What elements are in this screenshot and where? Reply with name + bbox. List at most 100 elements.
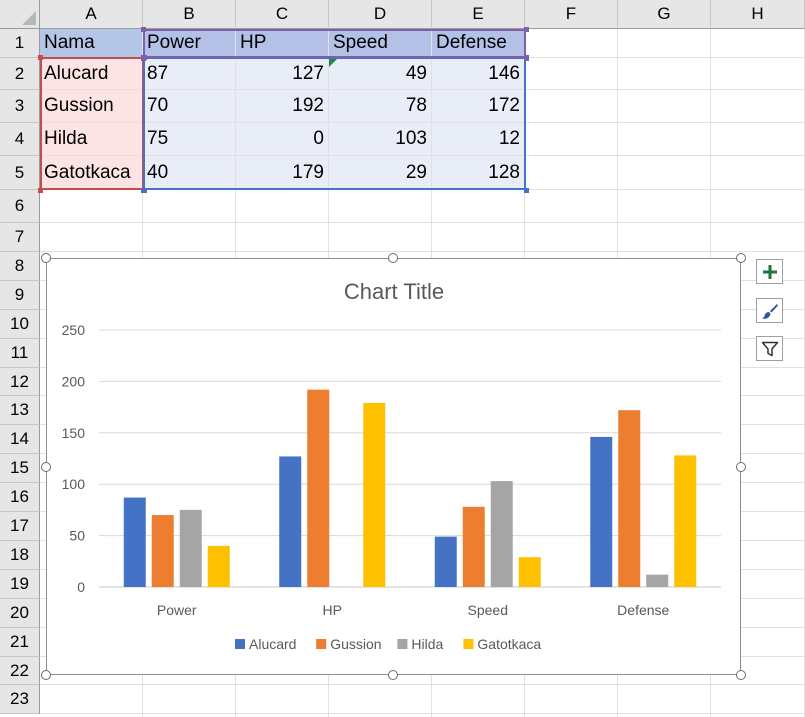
row-header-20[interactable]: 20: [0, 599, 40, 628]
row-header-2[interactable]: 2: [0, 58, 40, 90]
header-cell-nama[interactable]: Nama: [40, 29, 142, 57]
row-header-5[interactable]: 5: [0, 156, 40, 190]
column-header-d[interactable]: D: [329, 0, 432, 29]
chart-resize-handle[interactable]: [41, 670, 51, 680]
bar-gatotkaca-power: [207, 545, 230, 587]
legend-swatch: [463, 639, 474, 649]
range-handle[interactable]: [141, 27, 146, 32]
row-header-1[interactable]: 1: [0, 29, 40, 58]
column-header-c[interactable]: C: [236, 0, 329, 29]
bar-hilda-speed: [490, 481, 513, 587]
row-header-15[interactable]: 15: [0, 454, 40, 483]
row-header-12[interactable]: 12: [0, 368, 40, 396]
row-header-4[interactable]: 4: [0, 123, 40, 156]
row-header-3[interactable]: 3: [0, 90, 40, 123]
row-header-11[interactable]: 11: [0, 339, 40, 368]
chart-resize-handle[interactable]: [41, 462, 51, 472]
chart-area[interactable]: Chart Title 0 50 100 150 200 250 Power HP Speed De…: [46, 258, 741, 675]
y-tick-label: 50: [69, 528, 85, 544]
row-gridline: [40, 155, 805, 156]
header-cell-speed[interactable]: Speed: [329, 29, 431, 57]
row-header-22[interactable]: 22: [0, 657, 40, 685]
value-cell[interactable]: 75: [143, 123, 235, 155]
row-header-7[interactable]: 7: [0, 223, 40, 252]
select-all-corner[interactable]: [0, 0, 40, 29]
legend-label: Alucard: [249, 636, 296, 652]
chart-resize-handle[interactable]: [736, 462, 746, 472]
value-cell[interactable]: 29: [329, 156, 431, 189]
row-header-14[interactable]: 14: [0, 425, 40, 454]
column-header-f[interactable]: F: [525, 0, 618, 29]
name-cell[interactable]: Alucard: [40, 58, 142, 89]
header-cell-hp[interactable]: HP: [236, 29, 328, 57]
column-header-h[interactable]: H: [711, 0, 805, 29]
row-header-8[interactable]: 8: [0, 252, 40, 281]
name-cell[interactable]: Gussion: [40, 90, 142, 122]
row-gridline: [40, 222, 805, 223]
value-cell[interactable]: 179: [236, 156, 328, 189]
column-header-b[interactable]: B: [143, 0, 236, 29]
value-cell[interactable]: 128: [432, 156, 524, 189]
name-cell[interactable]: Hilda: [40, 123, 142, 155]
x-category-label: HP: [323, 602, 342, 618]
row-header-18[interactable]: 18: [0, 541, 40, 570]
row-header-23[interactable]: 23: [0, 685, 40, 714]
range-handle[interactable]: [38, 188, 43, 193]
brush-icon: [761, 303, 778, 319]
range-handle[interactable]: [141, 56, 146, 61]
value-cell[interactable]: 172: [432, 90, 524, 122]
row-gridline: [40, 122, 805, 123]
column-header-a[interactable]: A: [40, 0, 143, 29]
bar-alucard-defense: [590, 436, 613, 587]
value-cell[interactable]: 49: [329, 58, 431, 89]
legend-label: Hilda: [411, 636, 443, 652]
bar-hilda-power: [179, 509, 202, 587]
legend-swatch: [316, 639, 327, 649]
bar-gussion-defense: [618, 410, 641, 587]
row-header-19[interactable]: 19: [0, 570, 40, 599]
value-cell[interactable]: 87: [143, 58, 235, 89]
row-header-21[interactable]: 21: [0, 628, 40, 657]
value-cell[interactable]: 0: [236, 123, 328, 155]
name-cell[interactable]: Gatotkaca: [40, 156, 142, 189]
chart-styles-button[interactable]: [756, 298, 783, 323]
value-cell[interactable]: 40: [143, 156, 235, 189]
value-cell[interactable]: 78: [329, 90, 431, 122]
column-header-e[interactable]: E: [432, 0, 525, 29]
value-cell[interactable]: 192: [236, 90, 328, 122]
row-header-10[interactable]: 10: [0, 310, 40, 339]
row-header-16[interactable]: 16: [0, 483, 40, 512]
value-cell[interactable]: 70: [143, 90, 235, 122]
bar-gatotkaca-hp: [363, 402, 386, 587]
chart-filters-button[interactable]: [756, 336, 783, 361]
header-cell-defense[interactable]: Defense: [432, 29, 524, 57]
bar-gussion-hp: [307, 389, 330, 587]
row-gridline: [40, 684, 805, 685]
chart-resize-handle[interactable]: [736, 253, 746, 263]
chart-resize-handle[interactable]: [41, 253, 51, 263]
bar-alucard-speed: [434, 536, 457, 587]
value-cell[interactable]: 12: [432, 123, 524, 155]
chart-resize-handle[interactable]: [388, 670, 398, 680]
chart-resize-handle[interactable]: [736, 670, 746, 680]
bar-hilda-defense: [646, 574, 669, 587]
row-header-13[interactable]: 13: [0, 396, 40, 425]
bar-gatotkaca-speed: [518, 557, 541, 587]
range-handle[interactable]: [524, 188, 529, 193]
range-handle[interactable]: [524, 56, 529, 61]
chart-resize-handle[interactable]: [388, 253, 398, 263]
value-cell[interactable]: 103: [329, 123, 431, 155]
chart-elements-button[interactable]: [756, 259, 783, 284]
value-cell[interactable]: 127: [236, 58, 328, 89]
value-cell[interactable]: 146: [432, 58, 524, 89]
range-handle[interactable]: [524, 27, 529, 32]
error-indicator-icon[interactable]: [329, 58, 338, 67]
range-handle[interactable]: [38, 55, 43, 60]
column-header-g[interactable]: G: [618, 0, 711, 29]
range-handle[interactable]: [141, 188, 146, 193]
row-header-17[interactable]: 17: [0, 512, 40, 541]
header-cell-power[interactable]: Power: [143, 29, 235, 57]
select-all-triangle: [22, 11, 36, 25]
row-header-9[interactable]: 9: [0, 281, 40, 310]
row-header-6[interactable]: 6: [0, 190, 40, 223]
